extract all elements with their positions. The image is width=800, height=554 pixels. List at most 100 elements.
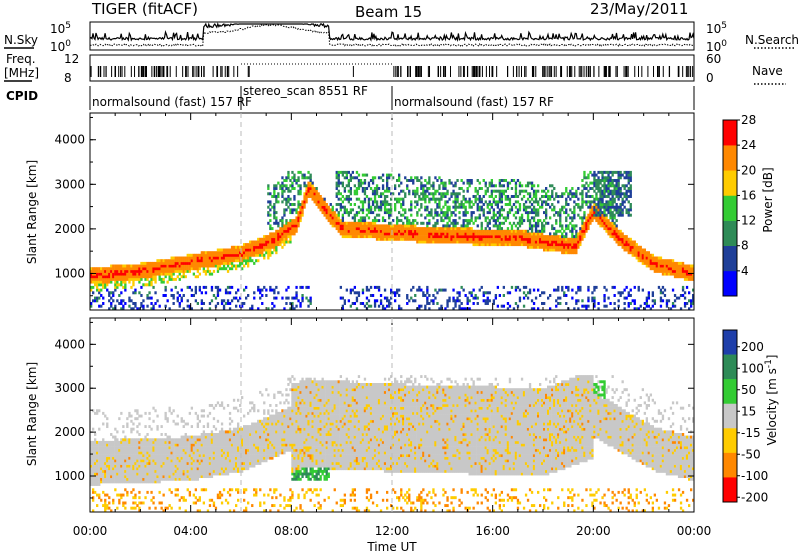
power-cell (388, 176, 391, 180)
velocity-cell (140, 446, 143, 450)
power-cell (416, 229, 419, 233)
power-cell (394, 291, 397, 295)
velocity-cell (98, 440, 101, 444)
power-cell (132, 291, 135, 295)
power-cell (452, 205, 455, 209)
power-cell (565, 232, 568, 236)
power-cell (404, 227, 407, 231)
power-cell (349, 176, 353, 180)
power-cell (285, 184, 288, 188)
power-cell (669, 264, 673, 268)
power-cell (534, 240, 538, 244)
power-cell (222, 256, 226, 260)
power-cell (245, 251, 248, 255)
power-cell (681, 272, 685, 276)
power-cell (152, 277, 155, 281)
power-cell (659, 304, 663, 308)
power-cell (365, 288, 369, 292)
power-cell (627, 181, 630, 185)
power-cell (271, 240, 274, 244)
power-cell (504, 197, 508, 201)
power-cell (140, 272, 143, 276)
power-cell (528, 195, 532, 198)
power-cell (627, 213, 630, 217)
power-cell (565, 187, 568, 190)
power-cell (629, 243, 632, 247)
power-cell (464, 307, 467, 311)
power-cell (543, 237, 546, 241)
power-cell (120, 299, 123, 303)
power-cell (474, 240, 477, 244)
power-cell (456, 200, 459, 204)
power-cell (611, 173, 614, 177)
power-cell (591, 187, 594, 190)
power-cell (605, 184, 608, 188)
power-cell (363, 221, 367, 225)
power-cell (224, 259, 228, 263)
power-cell (438, 227, 441, 231)
power-cell (661, 267, 665, 271)
power-cell (518, 181, 522, 185)
power-cell (653, 299, 657, 303)
power-cell (345, 211, 349, 215)
power-cell (456, 195, 459, 198)
power-cell (607, 195, 610, 198)
power-cell (267, 184, 270, 188)
power-cell (681, 288, 685, 292)
power-cell (637, 251, 640, 255)
power-cell (609, 170, 612, 174)
power-cell (482, 237, 485, 241)
power-cell (394, 299, 397, 303)
velocity-cell (148, 417, 151, 421)
power-cell (273, 296, 276, 300)
power-cell (468, 181, 471, 185)
power-cell (577, 187, 580, 190)
power-cell (243, 253, 246, 257)
power-cell (224, 291, 228, 295)
power-cell (390, 203, 393, 206)
power-cell (275, 195, 278, 198)
power-cell (510, 240, 514, 244)
velocity-cell (112, 462, 115, 465)
power-cell (677, 269, 681, 273)
power-cell (545, 221, 548, 225)
power-cell (253, 248, 256, 252)
power-cell (337, 211, 340, 215)
power-cell (98, 296, 101, 300)
velocity-cell (94, 469, 97, 473)
power-cell (432, 184, 435, 188)
velocity-cell (106, 425, 109, 429)
power-cell (458, 227, 461, 231)
velocity-cell (128, 414, 131, 418)
power-cell (132, 267, 135, 271)
power-cell (202, 256, 206, 260)
power-cell (112, 269, 115, 273)
power-cell (460, 200, 463, 204)
power-cell (164, 264, 167, 268)
power-cell (422, 291, 425, 295)
power-cell (512, 307, 516, 311)
power-cell (637, 245, 640, 249)
power-cell (174, 285, 177, 289)
power-cell (543, 195, 546, 198)
power-cell (228, 291, 232, 295)
velocity-cell (134, 493, 137, 497)
power-cell (573, 251, 576, 255)
power-cell (355, 235, 359, 239)
power-cell (373, 219, 377, 223)
power-cell (247, 248, 250, 252)
power-cell (524, 208, 528, 212)
power-cell (416, 288, 419, 292)
power-cell (124, 277, 127, 281)
power-cell (317, 192, 320, 196)
velocity-cell (94, 446, 97, 450)
power-cell (490, 179, 494, 182)
power-cell (617, 229, 620, 233)
power-cell (377, 195, 381, 198)
power-cell (112, 277, 115, 281)
power-cell (198, 261, 202, 265)
power-cell (110, 277, 113, 281)
power-cell (611, 181, 614, 185)
power-cell (490, 216, 494, 220)
power-cell (402, 224, 405, 228)
